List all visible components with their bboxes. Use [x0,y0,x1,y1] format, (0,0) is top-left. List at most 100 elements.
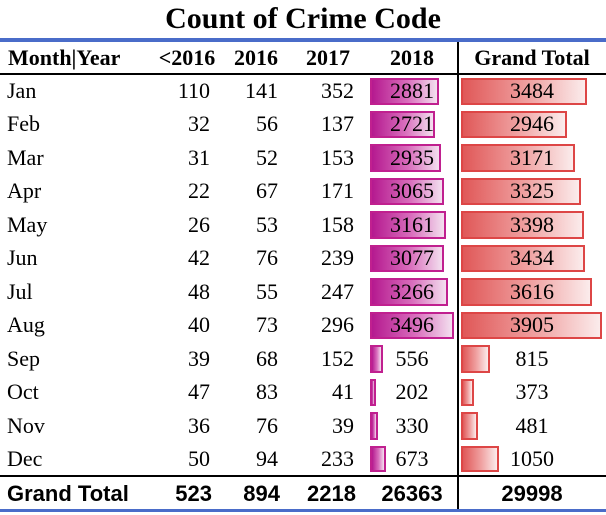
y2018-value: 556 [395,345,429,371]
y2017-cell: 171 [321,178,354,204]
month-cell: Sep [7,345,40,371]
grand-total-value: 3325 [510,178,554,204]
grand-total-value: 1050 [510,445,554,471]
lt2016-cell: 48 [188,278,210,304]
table-row: Dec 50 94 233 673 1050 [0,443,606,477]
y2016-cell: 94 [256,445,278,471]
y2016-cell: 52 [256,144,278,170]
grand-total-value: 3905 [510,312,554,338]
databar-2018 [370,211,446,239]
col-header-grand-total[interactable]: Grand Total [458,42,606,75]
y2018-cell: 2935 [366,141,458,175]
databar-grand-total [461,311,602,339]
table-row: Jan 110 141 352 2881 3484 [0,74,606,108]
lt2016-cell: 110 [177,78,210,104]
databar-2018 [370,311,454,339]
y2017-cell: 239 [321,245,354,271]
lt2016-cell: 40 [188,312,210,338]
grand-total-cell: 815 [458,342,606,376]
grand-total-value: 3398 [510,211,554,237]
y2018-value: 330 [395,412,429,438]
grand-total-value: 481 [515,412,549,438]
col-header-2018[interactable]: 2018 [366,42,458,75]
databar-grand-total [461,78,587,105]
header-row: Month|Year <2016 2016 2017 2018 Grand To… [0,42,606,75]
databar-grand-total [461,445,499,472]
y2016-cell: 76 [256,412,278,438]
y2017-cell: 247 [321,278,354,304]
grand-total-all: 29998 [458,475,606,510]
month-cell: Feb [7,111,40,137]
table-row: Nov 36 76 39 330 481 [0,409,606,443]
databar-2018 [370,78,439,105]
y2016-cell: 55 [256,278,278,304]
y2018-cell: 3161 [366,208,458,242]
col-header-month-year[interactable]: Month|Year [0,42,152,75]
lt2016-cell: 32 [188,111,210,137]
table-row: Oct 47 83 41 202 373 [0,376,606,410]
header-rule [0,38,606,42]
table-row: Jun 42 76 239 3077 3434 [0,242,606,276]
grand-total-cell: 2946 [458,108,606,142]
databar-grand-total [461,110,567,138]
y2018-value: 202 [395,379,429,405]
y2018-value: 3161 [390,211,434,237]
y2018-cell: 556 [366,342,458,376]
databar-2018 [370,177,444,205]
col-header-lt2016[interactable]: <2016 [152,42,222,75]
y2017-cell: 158 [321,211,354,237]
grand-total-cell: 3434 [458,242,606,276]
y2017-cell: 39 [332,412,354,438]
pivot-table: Month|Year <2016 2016 2017 2018 Grand To… [0,42,606,510]
y2016-cell: 83 [256,379,278,405]
table-row: Mar 31 52 153 2935 3171 [0,141,606,175]
table-row: Apr 22 67 171 3065 3325 [0,175,606,209]
month-cell: Apr [7,178,42,204]
lt2016-cell: 26 [188,211,210,237]
table-row: Aug 40 73 296 3496 3905 [0,309,606,343]
month-cell: Jun [7,245,38,271]
lt2016-cell: 31 [188,144,210,170]
y2018-value: 2721 [390,111,434,137]
y2017-cell: 152 [321,345,354,371]
y2018-value: 2881 [390,78,434,104]
y2018-value: 3065 [390,178,434,204]
databar-grand-total [461,211,584,239]
grand-total-2016: 894 [222,475,290,510]
grand-total-value: 373 [515,379,549,405]
y2018-cell: 3266 [366,275,458,309]
y2018-value: 3077 [390,245,434,271]
y2018-cell: 3065 [366,175,458,209]
y2017-cell: 352 [321,78,354,104]
y2018-value: 2935 [390,144,434,170]
databar-2018 [370,144,441,172]
databar-2018 [370,345,383,373]
lt2016-cell: 39 [188,345,210,371]
y2018-value: 3266 [390,278,434,304]
grand-total-cell: 1050 [458,443,606,477]
y2016-cell: 141 [245,78,278,104]
grand-total-value: 3616 [510,278,554,304]
lt2016-cell: 47 [188,379,210,405]
grand-total-row: Grand Total 523 894 2218 26363 29998 [0,475,606,510]
y2016-cell: 76 [256,245,278,271]
table-row: May 26 53 158 3161 3398 [0,208,606,242]
table-row: Sep 39 68 152 556 815 [0,342,606,376]
y2016-cell: 67 [256,178,278,204]
y2016-cell: 68 [256,345,278,371]
lt2016-cell: 22 [188,178,210,204]
lt2016-cell: 36 [188,412,210,438]
col-header-2017[interactable]: 2017 [290,42,366,75]
grand-total-lt2016: 523 [152,475,222,510]
databar-grand-total [461,378,474,406]
grand-total-label: Grand Total [0,475,152,510]
grand-total-value: 3171 [510,144,554,170]
footer-rule [0,509,606,512]
month-cell: Aug [7,312,45,338]
databar-grand-total [461,177,581,205]
y2018-cell: 202 [366,376,458,410]
y2016-cell: 53 [256,211,278,237]
databar-grand-total [461,144,575,172]
col-header-2016[interactable]: 2016 [222,42,290,75]
y2017-cell: 153 [321,144,354,170]
